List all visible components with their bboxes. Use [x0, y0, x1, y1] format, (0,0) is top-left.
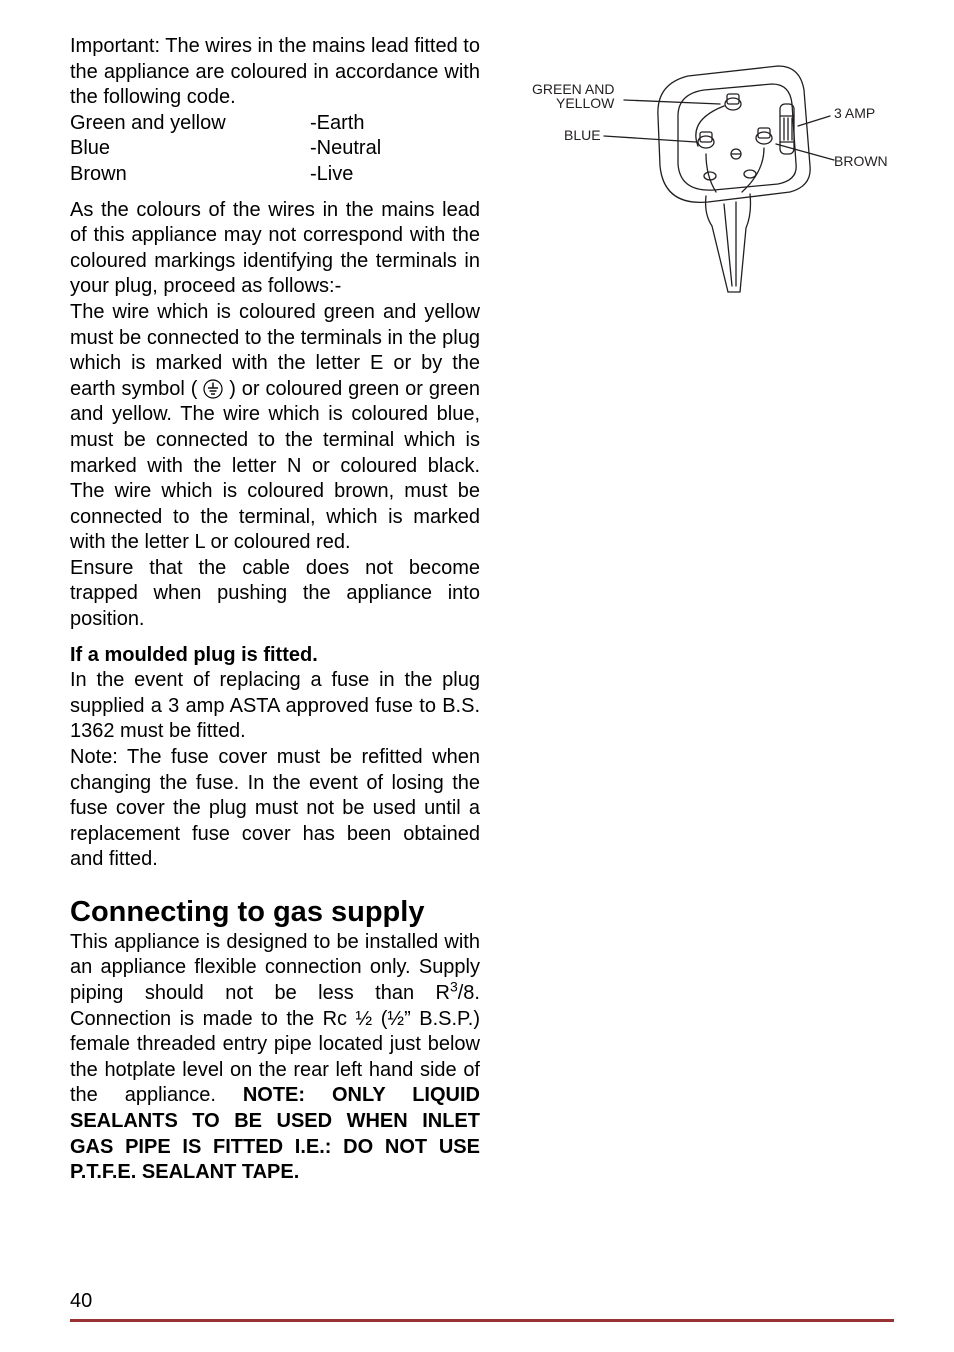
wire-role: -Neutral — [310, 136, 410, 162]
wiring-p3: Ensure that the cable does not become tr… — [70, 556, 480, 633]
wire-row: Green and yellow -Earth — [70, 111, 480, 137]
diagram-label-blue: BLUE — [564, 127, 601, 143]
wire-row: Brown -Live — [70, 162, 480, 188]
wiring-p2b: ) or coloured green or green and yellow.… — [70, 378, 480, 554]
moulded-p2: Note: The fuse cover must be refitted wh… — [70, 745, 480, 873]
wire-name: Green and yellow — [70, 111, 310, 137]
wire-role: -Earth — [310, 111, 410, 137]
footer-rule — [70, 1319, 894, 1322]
plug-wiring-diagram: GREEN AND YELLOW BLUE 3 AMP BROWN — [528, 46, 888, 306]
gas-paragraph: This appliance is designed to be install… — [70, 930, 480, 1186]
wire-name: Blue — [70, 136, 310, 162]
intro-paragraph: Important: The wires in the mains lead f… — [70, 34, 480, 111]
gas-heading: Connecting to gas supply — [70, 895, 480, 930]
diagram-label-amp: 3 AMP — [834, 105, 875, 121]
diagram-label-green-yellow-2: YELLOW — [556, 95, 615, 111]
diagram-label-brown: BROWN — [834, 153, 888, 169]
earth-symbol-icon — [203, 379, 223, 399]
moulded-p1: In the event of replacing a fuse in the … — [70, 668, 480, 745]
wiring-p2: The wire which is coloured green and yel… — [70, 300, 480, 556]
wire-name: Brown — [70, 162, 310, 188]
wire-row: Blue -Neutral — [70, 136, 480, 162]
wire-role: -Live — [310, 162, 410, 188]
wire-code-table: Green and yellow -Earth Blue -Neutral Br… — [70, 111, 480, 188]
page-number: 40 — [70, 1290, 92, 1312]
wiring-p1: As the colours of the wires in the mains… — [70, 198, 480, 300]
gas-p1a: This appliance is designed to be install… — [70, 931, 480, 1004]
gas-sup: 3 — [450, 978, 458, 994]
moulded-heading: If a moulded plug is fitted. — [70, 643, 480, 669]
